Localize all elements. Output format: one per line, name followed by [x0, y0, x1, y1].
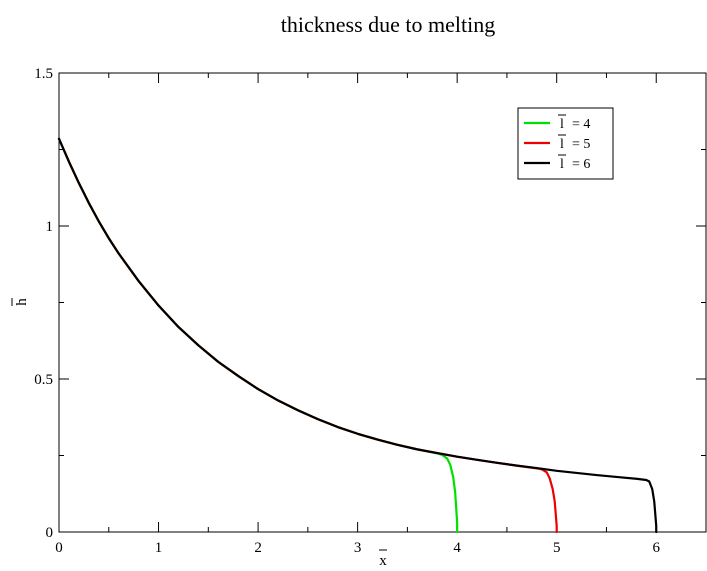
x-axis-label-text: x	[379, 553, 387, 569]
x-tick-label: 6	[652, 540, 660, 556]
legend-symbol-2: l	[560, 137, 564, 152]
x-tick-label: 5	[553, 540, 561, 556]
y-axis-label-text: h	[14, 298, 30, 306]
y-tick-label: 1	[46, 219, 54, 235]
chart-title: thickness due to melting	[281, 12, 495, 37]
x-tick-label: 3	[354, 540, 362, 556]
legend: l = 4 l = 5 l = 6	[517, 107, 614, 180]
legend-items: l = 4 l = 5 l = 6	[524, 114, 590, 172]
y-tick-label: 1.5	[34, 66, 53, 82]
series-line-3	[57, 137, 658, 534]
x-tick-label: 0	[55, 540, 63, 556]
legend-label-1: = 4	[572, 117, 590, 132]
legend-label-3: = 6	[572, 157, 590, 172]
x-tick-label: 4	[453, 540, 461, 556]
legend-symbol-3: l	[560, 157, 564, 172]
y-tick-label: 0	[46, 525, 54, 541]
x-tick-label: 1	[155, 540, 163, 556]
x-tick-label: 2	[254, 540, 262, 556]
legend-symbol-1: l	[560, 117, 564, 132]
legend-label-2: = 5	[572, 137, 590, 152]
series-line-1	[57, 137, 459, 534]
x-axis-label: x	[379, 549, 387, 569]
series-line-2	[57, 137, 558, 534]
series-layer	[57, 137, 658, 534]
y-axis-label: h	[11, 298, 30, 306]
y-tick-label: 0.5	[34, 372, 53, 388]
